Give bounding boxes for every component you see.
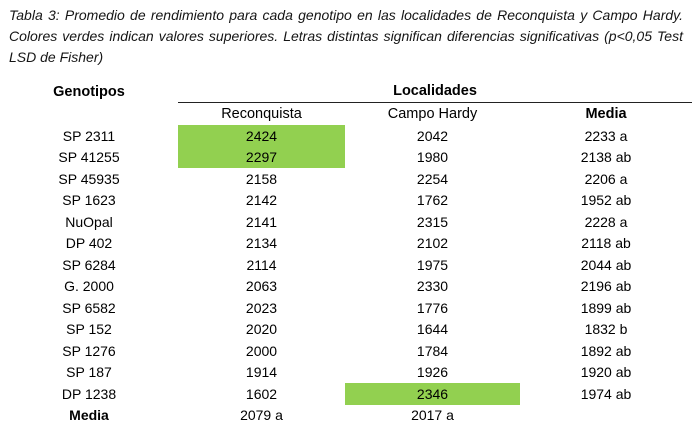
table-row: SP 152 2020 1644 1832 b xyxy=(0,319,692,341)
table-row: NuOpal 2141 2315 2228 a xyxy=(0,211,692,233)
cell-campo-hardy: 1926 xyxy=(416,364,449,381)
table-row: SP 6582 2023 1776 1899 ab xyxy=(0,297,692,319)
cell-media: 1952 ab xyxy=(580,192,632,209)
cell-reconquista: 2134 xyxy=(245,235,278,252)
table-row: SP 6284 2114 1975 2044 ab xyxy=(0,254,692,276)
cell-campo-hardy: 2017 a xyxy=(411,407,454,424)
cell-reconquista: 2079 a xyxy=(240,407,283,424)
table-row: SP 45935 2158 2254 2206 a xyxy=(0,168,692,190)
cell-reconquista: 2297 xyxy=(178,146,345,168)
cell-genotype: SP 6582 xyxy=(62,299,116,316)
cell-campo-hardy: 2346 xyxy=(345,383,520,405)
column-group-header-localidades: Localidades xyxy=(178,75,692,103)
column-header-genotipos: Genotipos xyxy=(53,83,125,100)
cell-campo-hardy: 1784 xyxy=(416,342,449,359)
cell-campo-hardy: 2315 xyxy=(416,213,449,230)
yield-table: Genotipos Localidades Reconquista Campo … xyxy=(0,75,692,426)
group-header-row: Genotipos Localidades xyxy=(0,75,692,103)
table-row: SP 1276 2000 1784 1892 ab xyxy=(0,340,692,362)
cell-media: 2044 ab xyxy=(580,256,632,273)
cell-media: 2233 a xyxy=(584,127,628,144)
cell-campo-hardy: 1762 xyxy=(416,192,449,209)
cell-genotype: SP 45935 xyxy=(58,170,120,187)
cell-genotype: NuOpal xyxy=(65,213,113,230)
cell-reconquista: 2142 xyxy=(245,192,278,209)
cell-media: 2206 a xyxy=(584,170,628,187)
cell-reconquista: 2000 xyxy=(245,342,278,359)
cell-campo-hardy: 2102 xyxy=(416,235,449,252)
cell-genotype: SP 2311 xyxy=(62,127,116,144)
table-row: Media 2079 a 2017 a xyxy=(0,405,692,427)
table-row: SP 1623 2142 1762 1952 ab xyxy=(0,190,692,212)
column-header-campo-hardy: Campo Hardy xyxy=(387,106,478,122)
table-row: DP 1238 1602 2346 1974 ab xyxy=(0,383,692,405)
empty-header-cell xyxy=(0,103,178,126)
cell-media: 1974 ab xyxy=(580,385,632,402)
cell-campo-hardy: 2254 xyxy=(416,170,449,187)
cell-campo-hardy: 2330 xyxy=(416,278,449,295)
cell-campo-hardy: 1980 xyxy=(416,149,449,166)
cell-campo-hardy: 1776 xyxy=(416,299,449,316)
cell-reconquista: 2020 xyxy=(245,321,278,338)
column-header-row: Reconquista Campo Hardy Media xyxy=(0,103,692,126)
cell-genotype: SP 1623 xyxy=(62,192,116,209)
table-row: SP 41255 2297 1980 2138 ab xyxy=(0,146,692,168)
cell-reconquista: 2023 xyxy=(245,299,278,316)
cell-genotype: DP 1238 xyxy=(61,385,117,402)
cell-genotype: G. 2000 xyxy=(64,278,114,295)
cell-reconquista: 2158 xyxy=(245,170,278,187)
table-caption: Tabla 3: Promedio de rendimiento para ca… xyxy=(9,7,683,65)
cell-reconquista: 2424 xyxy=(178,125,345,147)
cell-campo-hardy: 2042 xyxy=(416,127,449,144)
cell-genotype: SP 1276 xyxy=(62,342,116,359)
cell-reconquista: 1914 xyxy=(245,364,278,381)
cell-genotype: SP 6284 xyxy=(62,256,116,273)
document-page: Tabla 3: Promedio de rendimiento para ca… xyxy=(0,5,692,426)
cell-media: 2196 ab xyxy=(580,278,632,295)
table-row: G. 2000 2063 2330 2196 ab xyxy=(0,276,692,298)
cell-media: 2118 ab xyxy=(581,235,631,252)
cell-campo-hardy: 1975 xyxy=(416,256,449,273)
cell-reconquista: 2141 xyxy=(245,213,278,230)
column-header-media: Media xyxy=(585,106,627,122)
table-row: DP 402 2134 2102 2118 ab xyxy=(0,233,692,255)
cell-media: 2228 a xyxy=(584,213,628,230)
table-row: SP 2311 2424 2042 2233 a xyxy=(0,125,692,147)
cell-reconquista: 2114 xyxy=(246,256,277,273)
cell-media: 1892 ab xyxy=(580,342,632,359)
cell-reconquista: 1602 xyxy=(245,385,278,402)
table-header: Genotipos Localidades Reconquista Campo … xyxy=(0,75,692,125)
cell-reconquista: 2063 xyxy=(245,278,278,295)
cell-genotype: Media xyxy=(69,407,109,424)
cell-media: 1832 b xyxy=(584,321,628,338)
table-body: SP 2311 2424 2042 2233 a SP 41255 2297 1980 213… xyxy=(0,125,692,426)
cell-genotype: SP 187 xyxy=(66,364,112,381)
column-header-reconquista: Reconquista xyxy=(221,106,302,122)
cell-genotype: DP 402 xyxy=(65,235,113,252)
cell-genotype: SP 152 xyxy=(66,321,112,338)
cell-media: 1920 ab xyxy=(580,364,632,381)
cell-campo-hardy: 1644 xyxy=(416,321,449,338)
cell-genotype: SP 41255 xyxy=(58,149,120,166)
table-row: SP 187 1914 1926 1920 ab xyxy=(0,362,692,384)
cell-media: 1899 ab xyxy=(580,299,632,316)
cell-media: 2138 ab xyxy=(580,149,632,166)
cell-media xyxy=(520,405,692,427)
